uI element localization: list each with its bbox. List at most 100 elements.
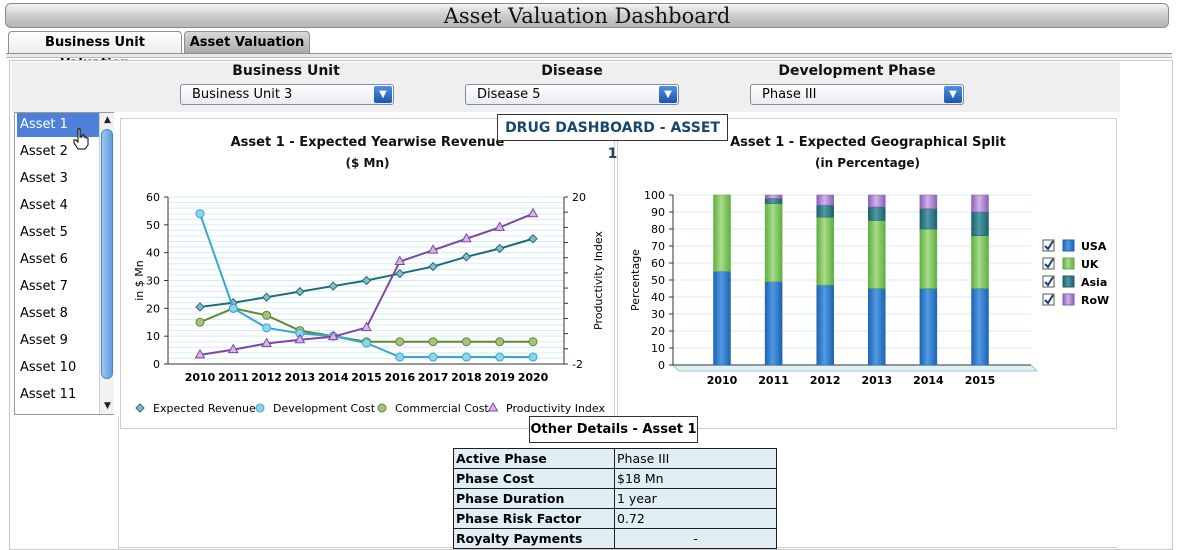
- row-bar: [868, 194, 886, 208]
- asia-bar: [868, 206, 886, 221]
- revenue-chart-title: Asset 1 - Expected Yearwise Revenue: [230, 135, 505, 150]
- detail-key: Royalty Payments: [453, 528, 615, 549]
- y-tick-label: 0: [153, 358, 160, 371]
- uk-bar: [971, 235, 989, 289]
- productivity-index-point: [361, 321, 372, 332]
- expected-revenue-point: [195, 302, 205, 312]
- row-bar: [764, 194, 783, 199]
- asset-list[interactable]: Asset 1 Asset 2 Asset 3 Asset 4 Asset 5 …: [14, 112, 114, 415]
- expected-revenue-point: [428, 261, 438, 272]
- productivity-index-legend-icon: [487, 401, 499, 412]
- scroll-down-icon[interactable]: ▼: [104, 401, 111, 411]
- disease-label: Disease: [541, 63, 603, 79]
- y-tick-label: 40: [146, 247, 160, 260]
- commercial-cost-legend-label: Commercial Cost: [395, 402, 489, 415]
- productivity-index-legend-label: Productivity Index: [506, 402, 605, 415]
- chevron-down-icon[interactable]: ▼: [944, 86, 962, 103]
- y-tick-label: 20: [651, 325, 665, 338]
- y-tick-label: 70: [651, 240, 665, 253]
- detail-value: -: [614, 528, 777, 549]
- row-legend-checkbox[interactable]: [1042, 293, 1055, 306]
- asset-list-scrollbar[interactable]: ▲ ▼: [99, 113, 114, 414]
- tab-asset-valuation[interactable]: Asset Valuation: [184, 31, 310, 53]
- uk-legend-checkbox[interactable]: [1042, 257, 1055, 270]
- expected-revenue-point: [261, 292, 272, 302]
- y2-axis-label: Productivity Index: [592, 231, 605, 330]
- development-cost-point: [395, 352, 405, 362]
- detail-value: Phase III: [614, 448, 777, 469]
- asset-list-item[interactable]: Asset 1: [17, 113, 99, 137]
- geo-split-chart-title: Asset 1 - Expected Geographical Split: [730, 135, 1006, 150]
- table-row: Phase Risk Factor 0.72: [453, 508, 777, 529]
- check-icon: [1044, 240, 1054, 251]
- commercial-cost-point: [262, 310, 272, 320]
- check-icon: [1044, 258, 1054, 269]
- y-tick-label: 10: [651, 342, 665, 355]
- usa-bar: [713, 271, 731, 366]
- y-tick-label: 50: [146, 219, 160, 232]
- business-unit-dropdown[interactable]: Business Unit 3 ▼: [180, 84, 394, 105]
- x-tick-label: 2017: [418, 371, 449, 384]
- x-tick-label: 2012: [251, 371, 282, 384]
- productivity-index-point: [194, 348, 206, 359]
- dashboard-title: DRUG DASHBOARD - ASSET 1: [497, 114, 728, 162]
- chevron-down-icon[interactable]: ▼: [659, 86, 677, 103]
- x-tick-label: 2010: [185, 371, 216, 384]
- x-tick-label: 2012: [810, 374, 841, 387]
- x-tick-label: 2013: [285, 371, 316, 384]
- asset-list-item[interactable]: Asset 10: [20, 360, 77, 375]
- page-title: Asset Valuation Dashboard: [5, 3, 1169, 28]
- asset-list-item[interactable]: Asset 5: [20, 225, 68, 240]
- development-cost-legend-label: Development Cost: [273, 402, 376, 415]
- asset-list-item[interactable]: Asset 8: [20, 306, 68, 321]
- revenue-chart-panel: [120, 118, 615, 429]
- y-tick-label: 60: [146, 191, 160, 204]
- asset-list-item[interactable]: Asset 2: [20, 144, 68, 159]
- expected-revenue-legend-icon: [135, 403, 145, 413]
- scroll-up-icon[interactable]: ▲: [104, 115, 111, 125]
- usa-legend-checkbox[interactable]: [1042, 239, 1055, 252]
- development-cost-point: [461, 352, 471, 362]
- asia-legend-label: Asia: [1081, 276, 1107, 289]
- asia-legend-swatch: [1062, 275, 1075, 288]
- business-unit-label: Business Unit: [232, 63, 340, 79]
- development-phase-dropdown[interactable]: Phase III ▼: [750, 84, 964, 105]
- asset-list-item[interactable]: Asset 11: [20, 387, 77, 402]
- y-tick-label: 0: [658, 359, 665, 372]
- y-tick-label: 60: [651, 257, 665, 270]
- tab-business-unit-valuation[interactable]: Business Unit Valuation: [8, 31, 182, 71]
- y-tick-label: 80: [651, 223, 665, 236]
- disease-value: Disease 5: [477, 87, 541, 102]
- development-cost-point: [262, 323, 272, 333]
- y2-tick-label: 20: [572, 191, 586, 204]
- y-tick-label: 10: [146, 330, 160, 343]
- chart-floor: [671, 364, 1039, 372]
- geo-split-chart-panel: [617, 118, 1117, 429]
- y-axis-label: Percentage: [629, 249, 642, 311]
- detail-key: Phase Cost: [453, 468, 615, 489]
- detail-key: Phase Duration: [453, 488, 615, 509]
- asset-list-item[interactable]: Asset 9: [20, 333, 68, 348]
- expected-revenue-point: [461, 252, 472, 262]
- table-row: Active Phase Phase III: [453, 448, 777, 469]
- x-tick-label: 2015: [965, 374, 996, 387]
- row-legend-swatch: [1062, 293, 1075, 306]
- y-tick-label: 40: [651, 291, 665, 304]
- table-row: Phase Cost $18 Mn: [453, 468, 777, 489]
- geo-split-chart-subtitle: (in Percentage): [814, 156, 920, 170]
- x-tick-label: 2011: [218, 371, 249, 384]
- asset-list-item[interactable]: Asset 3: [20, 171, 68, 186]
- scroll-thumb[interactable]: [101, 129, 113, 379]
- asset-list-item[interactable]: Asset 4: [20, 198, 68, 213]
- productivity-index-point: [527, 207, 539, 218]
- productivity-index-point: [261, 337, 272, 348]
- asset-list-item[interactable]: Asset 6: [20, 252, 68, 267]
- disease-dropdown[interactable]: Disease 5 ▼: [465, 84, 679, 105]
- x-tick-label: 2010: [707, 374, 738, 387]
- asia-legend-checkbox[interactable]: [1042, 275, 1055, 288]
- x-tick-label: 2011: [758, 374, 789, 387]
- asset-list-item[interactable]: Asset 7: [20, 279, 68, 294]
- checkbox-box: [1042, 257, 1055, 270]
- chevron-down-icon[interactable]: ▼: [374, 86, 392, 103]
